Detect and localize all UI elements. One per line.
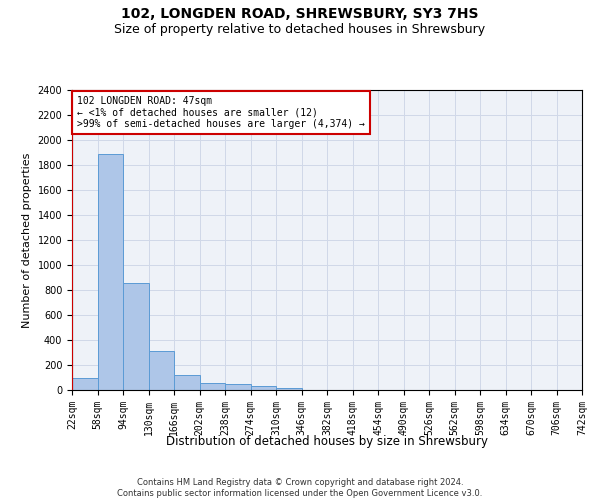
Bar xyxy=(97,154,123,390)
Y-axis label: Number of detached properties: Number of detached properties xyxy=(22,152,32,328)
Text: Size of property relative to detached houses in Shrewsbury: Size of property relative to detached ho… xyxy=(115,22,485,36)
Bar xyxy=(276,388,302,390)
Text: 102 LONGDEN ROAD: 47sqm
← <1% of detached houses are smaller (12)
>99% of semi-d: 102 LONGDEN ROAD: 47sqm ← <1% of detache… xyxy=(77,96,365,129)
Text: Distribution of detached houses by size in Shrewsbury: Distribution of detached houses by size … xyxy=(166,435,488,448)
Bar xyxy=(251,386,276,390)
Bar xyxy=(72,378,97,390)
Bar xyxy=(174,375,199,390)
Bar xyxy=(123,282,149,390)
Text: Contains HM Land Registry data © Crown copyright and database right 2024.
Contai: Contains HM Land Registry data © Crown c… xyxy=(118,478,482,498)
Bar xyxy=(199,382,225,390)
Text: 102, LONGDEN ROAD, SHREWSBURY, SY3 7HS: 102, LONGDEN ROAD, SHREWSBURY, SY3 7HS xyxy=(121,8,479,22)
Bar xyxy=(225,384,251,390)
Bar xyxy=(149,350,174,390)
